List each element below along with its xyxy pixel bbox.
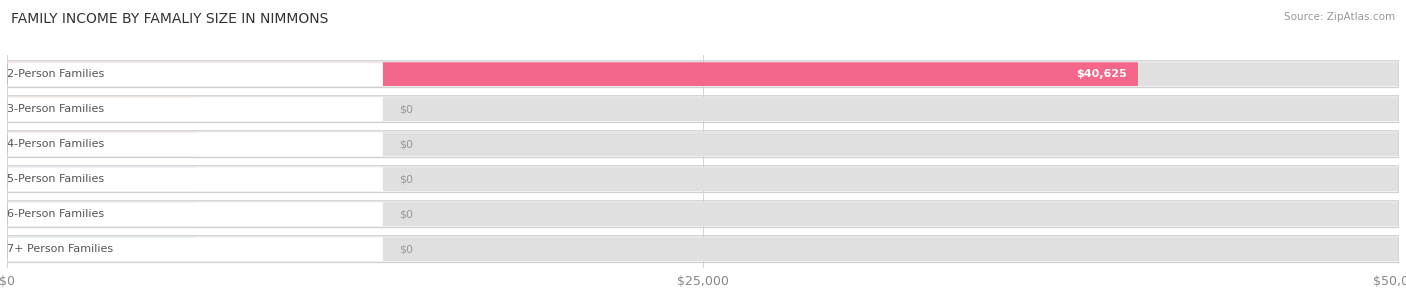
- FancyBboxPatch shape: [7, 202, 382, 226]
- Text: Source: ZipAtlas.com: Source: ZipAtlas.com: [1284, 12, 1395, 22]
- FancyBboxPatch shape: [7, 167, 1399, 191]
- Text: $40,625: $40,625: [1076, 69, 1126, 79]
- Text: 7+ Person Families: 7+ Person Families: [7, 244, 112, 254]
- FancyBboxPatch shape: [7, 62, 1137, 86]
- FancyBboxPatch shape: [7, 167, 382, 191]
- Text: 4-Person Families: 4-Person Families: [7, 139, 104, 149]
- Text: 5-Person Families: 5-Person Families: [7, 174, 104, 184]
- Text: $0: $0: [399, 139, 413, 149]
- Text: 6-Person Families: 6-Person Families: [7, 209, 104, 219]
- FancyBboxPatch shape: [7, 97, 195, 121]
- Text: $0: $0: [399, 174, 413, 184]
- Text: 2-Person Families: 2-Person Families: [7, 69, 104, 79]
- FancyBboxPatch shape: [7, 202, 195, 226]
- FancyBboxPatch shape: [7, 97, 1399, 121]
- FancyBboxPatch shape: [7, 237, 1399, 261]
- FancyBboxPatch shape: [7, 237, 195, 261]
- FancyBboxPatch shape: [7, 62, 382, 86]
- Text: 3-Person Families: 3-Person Families: [7, 104, 104, 114]
- FancyBboxPatch shape: [7, 62, 1399, 86]
- FancyBboxPatch shape: [7, 237, 382, 261]
- Text: $0: $0: [399, 104, 413, 114]
- FancyBboxPatch shape: [7, 132, 195, 156]
- Text: FAMILY INCOME BY FAMALIY SIZE IN NIMMONS: FAMILY INCOME BY FAMALIY SIZE IN NIMMONS: [11, 12, 329, 26]
- FancyBboxPatch shape: [7, 132, 1399, 156]
- Text: $0: $0: [399, 244, 413, 254]
- Text: $0: $0: [399, 209, 413, 219]
- FancyBboxPatch shape: [7, 167, 195, 191]
- FancyBboxPatch shape: [7, 132, 382, 156]
- FancyBboxPatch shape: [7, 202, 1399, 226]
- FancyBboxPatch shape: [7, 97, 382, 121]
